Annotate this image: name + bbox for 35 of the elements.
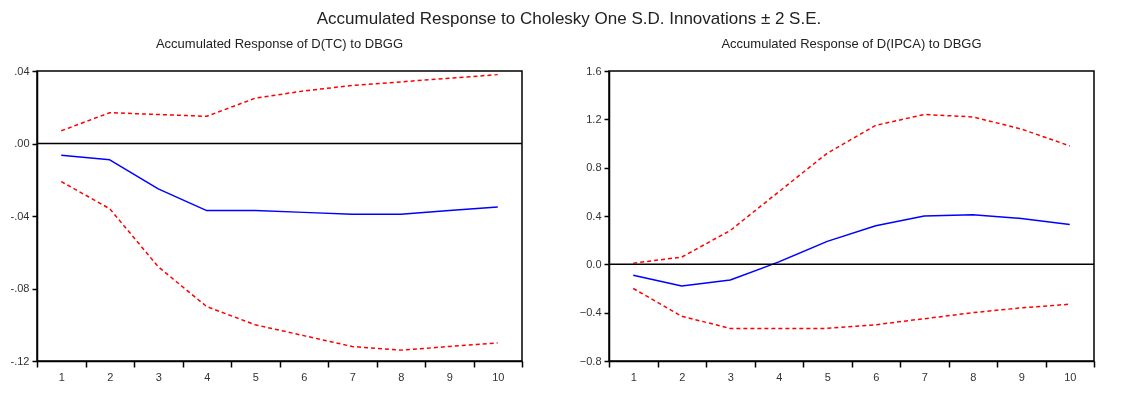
y-tick-label: .04 — [14, 64, 30, 77]
y-tick-label: 0.4 — [586, 209, 602, 222]
y-tick-label: -.04 — [10, 209, 30, 222]
x-tick-label: 8 — [398, 370, 405, 383]
x-tick-label: 3 — [155, 370, 162, 383]
x-tick-label: 7 — [921, 370, 928, 383]
x-tick-label: 4 — [776, 370, 783, 383]
x-tick-label: 8 — [970, 370, 977, 383]
y-tick-label: .00 — [14, 137, 30, 149]
chart-title: Accumulated Response of D(TC) to DBGG — [155, 36, 404, 51]
x-tick-label: 2 — [107, 370, 114, 383]
x-tick-label: 5 — [252, 370, 259, 383]
x-tick-label: 10 — [1064, 370, 1077, 383]
x-tick-label: 6 — [873, 370, 880, 383]
x-tick-label: 3 — [727, 370, 734, 383]
y-tick-label: 1.2 — [586, 112, 602, 125]
x-tick-label: 7 — [349, 370, 356, 383]
x-tick-label: 1 — [58, 370, 65, 383]
x-tick-label: 9 — [1018, 370, 1025, 383]
y-tick-label: -.12 — [10, 354, 30, 367]
y-tick-label: −0.4 — [579, 306, 602, 319]
y-tick-label: 0.0 — [586, 257, 602, 270]
y-tick-label: −0.8 — [579, 354, 602, 367]
x-tick-label: 5 — [824, 370, 831, 383]
y-tick-label: 1.6 — [586, 64, 602, 77]
y-tick-label: -.08 — [10, 282, 30, 294]
x-tick-label: 10 — [492, 370, 505, 383]
x-tick-label: 9 — [446, 370, 453, 383]
text: Accumulated Response to Cholesky One S.D. Innovations ± 2 S.E. — [315, 8, 823, 30]
chart-title: Accumulated Response of D(IPCA) to DBGG — [721, 36, 982, 51]
x-tick-label: 1 — [630, 370, 637, 383]
y-tick-label: 0.8 — [586, 161, 602, 174]
x-tick-label: 2 — [679, 370, 686, 383]
x-tick-label: 4 — [204, 370, 211, 383]
x-tick-label: 6 — [301, 370, 308, 383]
